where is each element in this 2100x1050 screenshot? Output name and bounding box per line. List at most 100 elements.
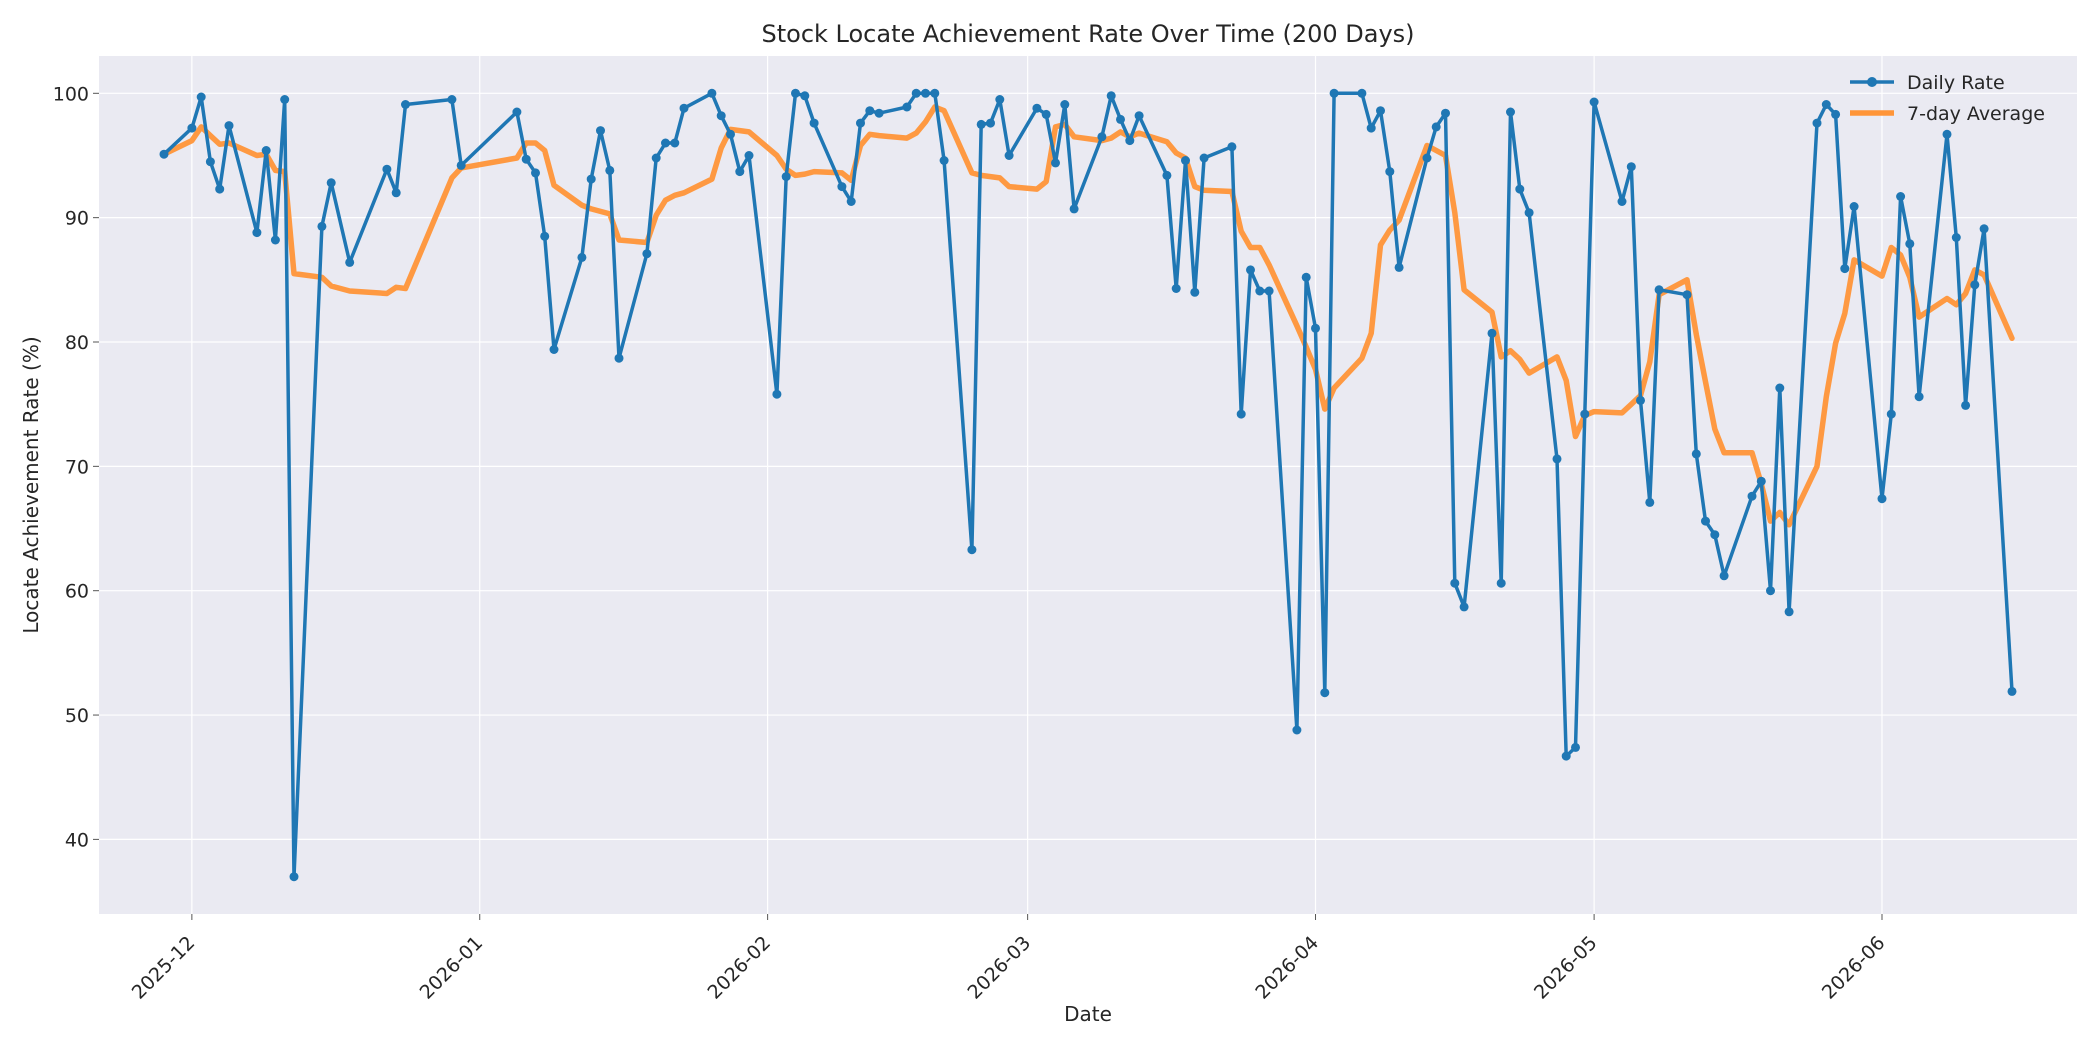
data-point-daily-rate [1552,454,1562,464]
y-tick-label: 50 [65,705,89,727]
data-point-daily-rate [902,102,912,112]
legend-label-daily-rate: Daily Rate [1907,72,2005,94]
data-point-daily-rate [531,168,540,178]
y-tick-label: 90 [65,208,89,230]
data-point-daily-rate [939,156,949,165]
data-point-daily-rate [661,138,670,148]
data-point-daily-rate [1246,265,1255,275]
data-point-daily-rate [391,188,401,198]
data-point-daily-rate [1292,725,1302,735]
data-point-daily-rate [1831,109,1841,119]
data-point-daily-rate [215,184,225,194]
data-point-daily-rate [326,178,336,188]
data-point-daily-rate [1951,233,1961,242]
data-point-daily-rate [809,118,819,128]
data-point-daily-rate [605,165,615,175]
data-point-daily-rate [512,107,522,117]
series-layer [159,88,2017,882]
data-point-daily-rate [846,197,856,206]
data-point-daily-rate [1840,264,1850,274]
data-point-daily-rate [1896,192,1906,201]
data-point-daily-rate [791,88,800,98]
data-point-daily-rate [1589,97,1599,107]
data-point-daily-rate [1506,107,1515,117]
data-point-daily-rate [1329,88,1339,98]
data-point-daily-rate [874,108,884,118]
data-point-daily-rate [577,252,587,262]
data-point-daily-rate [865,106,875,116]
data-point-daily-rate [1051,158,1060,168]
data-point-daily-rate [1877,494,1887,504]
data-point-daily-rate [1311,323,1320,333]
data-point-daily-rate [1190,287,1200,297]
data-point-daily-rate [521,154,531,164]
data-point-daily-rate [1069,204,1079,214]
data-point-daily-rate [837,182,847,192]
data-point-daily-rate [1580,409,1590,419]
grid-lines [99,56,2077,914]
data-point-daily-rate [1849,202,1859,211]
legend: Daily Rate 7-day Average [1850,72,2045,125]
data-point-daily-rate [1821,100,1831,109]
data-point-daily-rate [1032,103,1042,113]
data-point-daily-rate [1942,129,1952,139]
data-point-daily-rate [1496,578,1506,588]
data-point-daily-rate [1116,114,1125,124]
data-point-daily-rate [1366,123,1376,133]
data-point-daily-rate [1766,586,1775,596]
data-point-daily-rate [447,95,457,104]
data-point-daily-rate [930,88,940,98]
data-point-daily-rate [1886,409,1896,419]
data-point-daily-rate [744,151,754,160]
data-point-daily-rate [1914,392,1924,402]
data-point-daily-rate [1376,106,1385,116]
data-point-daily-rate [280,95,290,104]
data-point-daily-rate [596,126,605,136]
data-point-daily-rate [707,88,717,98]
data-point-daily-rate [1979,224,1989,234]
plot-area [99,56,2077,914]
data-point-daily-rate [1524,208,1534,218]
data-point-daily-rate [1775,383,1785,393]
y-axis-ticks: 40 50 60 70 80 90 100 [53,83,99,851]
data-point-daily-rate [1106,91,1116,101]
data-point-daily-rate [382,164,392,174]
data-point-daily-rate [911,88,921,98]
data-point-daily-rate [1636,395,1645,405]
data-point-daily-rate [345,257,355,267]
legend-label-7-day-average: 7-day Average [1907,103,2045,125]
data-point-daily-rate [1450,578,1460,588]
data-point-daily-rate [1264,286,1274,296]
data-point-daily-rate [726,129,735,139]
data-point-daily-rate [401,100,410,109]
data-point-daily-rate [196,92,206,102]
data-point-daily-rate [1134,111,1144,121]
data-point-daily-rate [224,121,234,131]
data-point-daily-rate [1394,262,1404,272]
data-point-daily-rate [800,91,810,101]
data-point-daily-rate [1710,530,1720,540]
data-point-daily-rate [187,123,197,133]
data-point-daily-rate [679,103,689,113]
data-point-daily-rate [1812,118,1822,128]
data-point-daily-rate [1756,476,1766,486]
data-point-daily-rate [205,157,215,167]
data-point-daily-rate [716,111,726,121]
data-point-daily-rate [317,221,327,231]
data-point-daily-rate [1747,491,1757,501]
data-point-daily-rate [1227,142,1237,152]
data-point-daily-rate [995,95,1005,104]
data-point-daily-rate [1320,688,1330,698]
data-point-daily-rate [1719,571,1729,581]
data-point-daily-rate [1199,153,1209,163]
data-point-daily-rate [1617,197,1627,206]
data-point-daily-rate [1236,409,1246,419]
data-point-daily-rate [1431,122,1441,132]
data-point-daily-rate [1162,170,1172,180]
data-point-daily-rate [1654,285,1664,295]
data-point-daily-rate [1970,280,1980,290]
data-point-daily-rate [1060,100,1070,109]
data-point-daily-rate [1961,400,1971,410]
data-point-daily-rate [586,174,596,184]
